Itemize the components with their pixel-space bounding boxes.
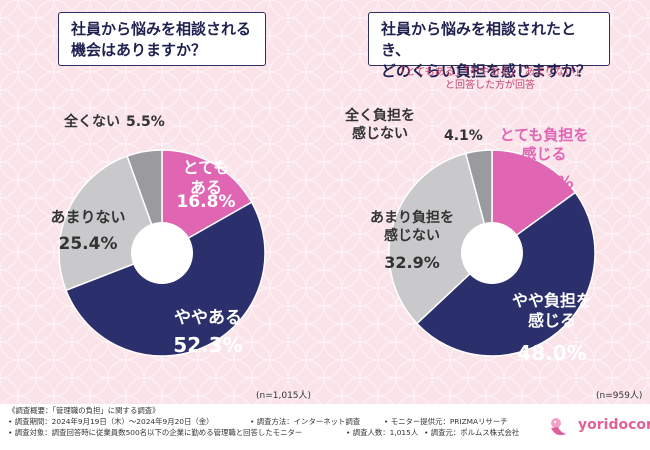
right-chart-note: 「とてもある」「ややある」「あまりない」 と回答した方が回答 — [370, 66, 610, 92]
footer — [0, 404, 650, 450]
left-category-label-2: ややある — [174, 308, 242, 328]
left-title-line1: 社員から悩みを相談される — [71, 20, 252, 38]
left-value-label-2: 52.3% — [173, 333, 242, 357]
right-sample-size: (n=959人) — [596, 391, 643, 401]
left-value-label-3: 25.4% — [59, 234, 118, 254]
footer-survey-count: • 調査人数：1,015人 — [346, 428, 419, 437]
left-chart-title: 社員から悩みを相談される 機会はありますか？ — [58, 12, 266, 66]
left-title-line2: 機会はありますか？ — [71, 41, 207, 59]
left-value-label-1: 16.8% — [177, 192, 236, 212]
footer-survey-target: • 調査対象：調査回答時に従業員数500名以下の企業に勤める管理職と回答したモニ… — [8, 428, 303, 437]
footer-survey-title: 《調査概要：「管理職の負担」に関する調査》 — [8, 406, 160, 415]
right-title-line2: どのくらい負担を感じますか？ — [381, 62, 592, 80]
footer-survey-method: • 調査方法：インターネット調査 — [250, 417, 361, 426]
mermaid-logo-icon — [551, 418, 566, 436]
right-chart-title: 社員から悩みを相談されたとき、 どのくらい負担を感じますか？ — [368, 12, 610, 80]
left-category-label-4: 全くない — [63, 113, 120, 130]
left-donut-hole — [131, 222, 193, 284]
right-value-label-1: 15.0% — [515, 173, 574, 193]
note-line2: と回答した方が回答 — [445, 80, 535, 91]
right-value-label-3: 32.9% — [384, 253, 440, 272]
right-category-label-1: とても負担を感じる — [500, 126, 589, 163]
left-slice-1 — [161, 149, 253, 255]
right-category-label-3: あまり負担を感じない — [370, 209, 454, 244]
right-donut-hole — [461, 222, 523, 284]
right-slice-1 — [491, 149, 577, 255]
note-line1: 「とてもある」「ややある」「あまりない」 — [395, 67, 585, 78]
right-category-label-4: 全く負担を感じない — [344, 107, 415, 142]
footer-monitor-provider: • モニター提供元：PRIZMAリサーチ — [384, 417, 508, 426]
right-value-label-4: 4.1% — [444, 128, 483, 144]
right-slice-3 — [388, 152, 493, 325]
left-value-label-4: 5.5% — [126, 114, 165, 130]
right-value-label-2: 48.0% — [517, 341, 586, 365]
left-sample-size: (n=1,015人) — [256, 391, 312, 401]
footer-survey-period: • 調査期間：2024年9月19日（木）〜2024年9月20日（金） — [8, 417, 214, 426]
brand-logo: yoridocoro — [578, 417, 650, 433]
right-category-label-2: やや負担を感じる — [512, 291, 592, 330]
left-category-label-1: とてもある — [183, 158, 230, 197]
right-title-line1: 社員から悩みを相談されたとき、 — [381, 20, 577, 59]
left-category-label-3: あまりない — [50, 208, 125, 226]
footer-survey-source: • 調査元：ポルムス株式会社 — [424, 428, 520, 437]
